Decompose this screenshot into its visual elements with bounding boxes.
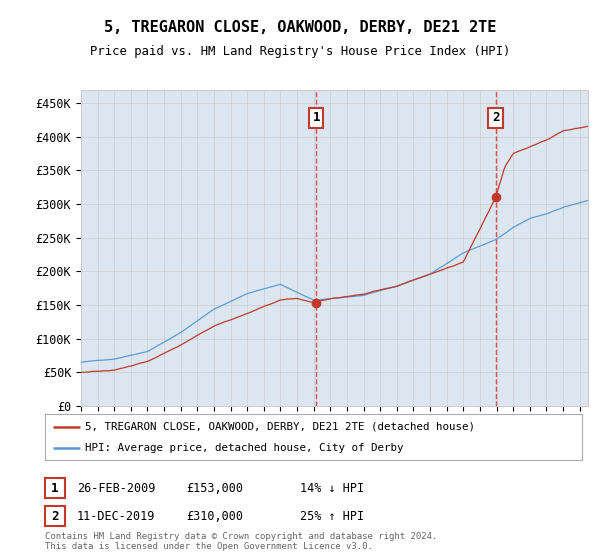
Text: 5, TREGARON CLOSE, OAKWOOD, DERBY, DE21 2TE: 5, TREGARON CLOSE, OAKWOOD, DERBY, DE21 … [104, 20, 496, 35]
Text: 26-FEB-2009: 26-FEB-2009 [77, 482, 155, 495]
Text: 1: 1 [51, 482, 59, 495]
Text: £310,000: £310,000 [186, 510, 243, 523]
Text: 25% ↑ HPI: 25% ↑ HPI [300, 510, 364, 523]
Text: £153,000: £153,000 [186, 482, 243, 495]
Text: 5, TREGARON CLOSE, OAKWOOD, DERBY, DE21 2TE (detached house): 5, TREGARON CLOSE, OAKWOOD, DERBY, DE21 … [85, 422, 475, 432]
Text: 2: 2 [51, 510, 59, 523]
Text: 11-DEC-2019: 11-DEC-2019 [77, 510, 155, 523]
Text: Contains HM Land Registry data © Crown copyright and database right 2024.
This d: Contains HM Land Registry data © Crown c… [45, 531, 437, 551]
Text: HPI: Average price, detached house, City of Derby: HPI: Average price, detached house, City… [85, 443, 404, 453]
Text: 1: 1 [313, 111, 320, 124]
Text: 14% ↓ HPI: 14% ↓ HPI [300, 482, 364, 495]
Text: Price paid vs. HM Land Registry's House Price Index (HPI): Price paid vs. HM Land Registry's House … [90, 45, 510, 58]
Text: 2: 2 [492, 111, 499, 124]
